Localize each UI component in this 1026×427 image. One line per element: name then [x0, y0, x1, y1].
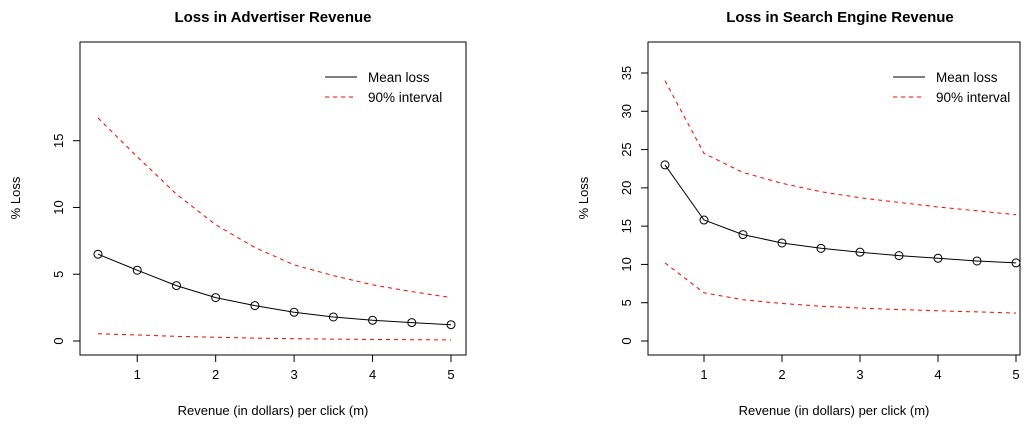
y-tick-label: 15 — [619, 219, 634, 233]
x-tick-label: 2 — [778, 367, 785, 382]
series-line-3 — [664, 262, 1017, 314]
y-tick-label: 5 — [51, 271, 66, 278]
chart-panel-1: Loss in Advertiser Revenue 1 2 3 4 5 0 5 10 15 Rev… — [8, 9, 467, 418]
x-tick-label: 4 — [369, 367, 376, 382]
y-axis-label: % Loss — [8, 176, 23, 219]
y-tick-label: 15 — [51, 133, 66, 147]
data-point — [660, 160, 670, 170]
series-line-1 — [97, 253, 452, 326]
y-tick-label: 5 — [619, 299, 634, 306]
y-tick-label: 0 — [51, 337, 66, 344]
y-tick-label: 25 — [619, 142, 634, 156]
series-line-3 — [97, 333, 452, 341]
y-tick-label: 10 — [51, 200, 66, 214]
y-axis-label: % Loss — [576, 176, 591, 219]
legend-label: Mean loss — [936, 70, 998, 85]
y-tick-label: 0 — [619, 337, 634, 344]
data-point — [933, 253, 943, 263]
data-point — [250, 301, 260, 311]
plot-frame — [79, 41, 467, 356]
data-point — [368, 315, 378, 325]
series-line-1 — [664, 164, 1017, 264]
data-point — [1011, 258, 1021, 268]
y-tick-label: 30 — [619, 104, 634, 118]
series-line-2 — [664, 80, 1017, 216]
plot-frame — [647, 41, 1021, 356]
x-tick-label: 4 — [934, 367, 941, 382]
x-tick-label: 1 — [700, 367, 707, 382]
x-tick-label: 3 — [290, 367, 297, 382]
legend-label: Mean loss — [368, 70, 430, 85]
data-point — [855, 247, 865, 257]
data-point — [328, 312, 338, 322]
x-tick-label: 5 — [447, 367, 454, 382]
data-point — [211, 293, 221, 303]
data-point — [738, 230, 748, 240]
data-point — [93, 249, 103, 259]
x-tick-label: 5 — [1012, 367, 1019, 382]
y-tick-label: 20 — [619, 181, 634, 195]
x-tick-label: 1 — [134, 367, 141, 382]
chart-panel-2: Loss in Search Engine Revenue 1 2 3 4 5 0 5 10 15… — [576, 9, 1021, 418]
data-point — [407, 318, 417, 328]
y-tick-label: 35 — [619, 66, 634, 80]
y-tick-label: 10 — [619, 257, 634, 271]
chart-title: Loss in Advertiser Revenue — [174, 9, 371, 26]
data-point — [816, 243, 826, 253]
legend-label: 90% interval — [368, 90, 442, 105]
chart-title: Loss in Search Engine Revenue — [726, 9, 954, 26]
data-point — [289, 307, 299, 317]
data-point — [972, 256, 982, 266]
legend-label: 90% interval — [936, 90, 1010, 105]
x-axis-label: Revenue (in dollars) per click (m) — [739, 403, 930, 418]
x-tick-label: 2 — [212, 367, 219, 382]
data-point — [132, 265, 142, 275]
data-point — [171, 281, 181, 291]
data-point — [894, 251, 904, 261]
data-point — [446, 320, 456, 330]
x-tick-label: 3 — [856, 367, 863, 382]
data-point — [777, 238, 787, 248]
x-axis-label: Revenue (in dollars) per click (m) — [178, 403, 369, 418]
data-point — [699, 215, 709, 225]
series-line-2 — [97, 117, 452, 299]
